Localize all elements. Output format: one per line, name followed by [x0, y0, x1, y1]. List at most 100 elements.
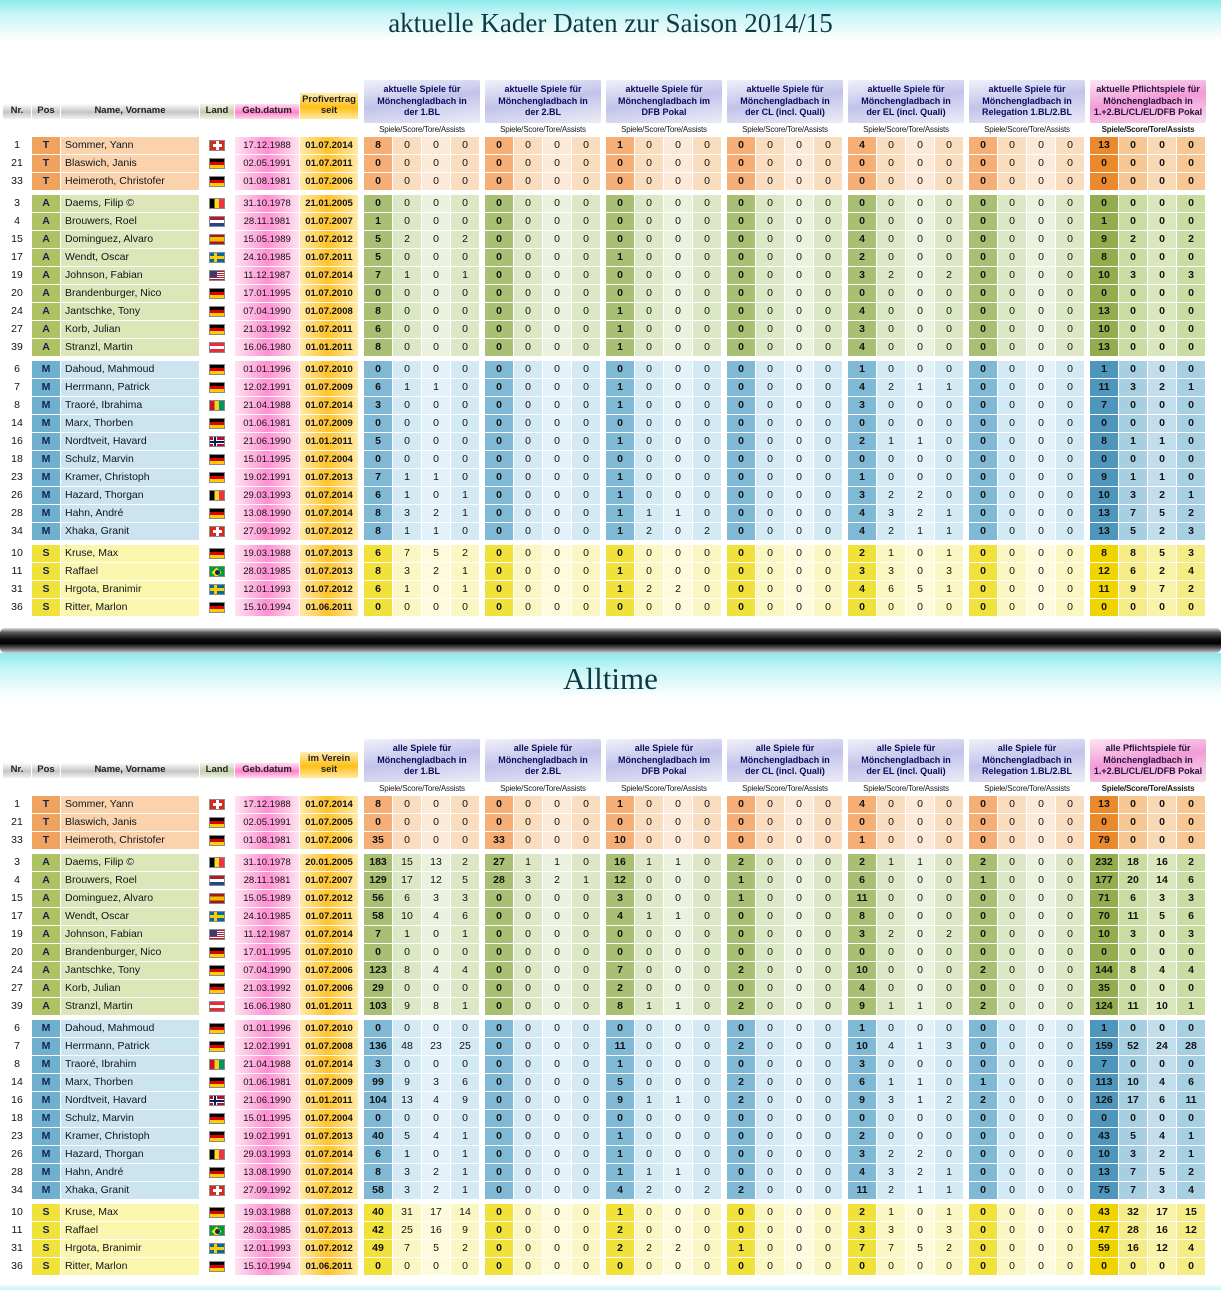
stat-dfb-pokal-score: 0: [635, 339, 664, 357]
birth-date: 19.03.1988: [235, 545, 300, 563]
stat-bl1-tore: 2: [422, 563, 451, 581]
stat-bl1-tore: 0: [422, 1020, 451, 1038]
player-position: T: [32, 832, 61, 850]
stat-cl-spiele: 0: [727, 563, 756, 581]
stat-bl1-tore: 0: [422, 832, 451, 850]
stat-relegation-assists: 0: [1056, 1074, 1085, 1092]
birth-date: 17.01.1995: [235, 285, 300, 303]
stat-el-tore: 0: [906, 195, 935, 213]
player-number: 15: [3, 231, 32, 249]
stat-dfb-pokal-spiele: 1: [606, 249, 635, 267]
stat-total-tore: 4: [1148, 1074, 1177, 1092]
stat-el-tore: 1: [906, 1074, 935, 1092]
stat-dfb-pokal-score: 0: [635, 944, 664, 962]
contract-date: 01.07.2013: [300, 545, 359, 563]
stat-bl1-score: 0: [393, 433, 422, 451]
stat-bl1-spiele: 129: [364, 872, 393, 890]
stat-cl-score: 0: [756, 545, 785, 563]
stat-cl-spiele: 0: [727, 1258, 756, 1276]
birth-date: 21.03.1992: [235, 980, 300, 998]
stat-el-tore: 0: [906, 944, 935, 962]
stat-relegation-spiele: 1: [969, 872, 998, 890]
stat-dfb-pokal-score: 0: [635, 379, 664, 397]
stat-el-tore: 2: [906, 487, 935, 505]
stat-el-spiele: 3: [848, 926, 877, 944]
group-subheader-total: Spiele/Score/Tore/Assists: [1101, 784, 1195, 793]
stat-relegation-spiele: 0: [969, 451, 998, 469]
player-number: 8: [3, 1056, 32, 1074]
stat-el-score: 3: [877, 505, 906, 523]
stat-relegation-assists: 0: [1056, 944, 1085, 962]
birth-date: 15.05.1989: [235, 231, 300, 249]
stat-bl2-score: 0: [514, 944, 543, 962]
stat-el-tore: 0: [906, 469, 935, 487]
stat-relegation-tore: 0: [1027, 1222, 1056, 1240]
stat-total-assists: 3: [1177, 890, 1206, 908]
stat-relegation-score: 0: [998, 1038, 1027, 1056]
stat-relegation-tore: 0: [1027, 523, 1056, 541]
birth-date: 21.06.1990: [235, 433, 300, 451]
stat-relegation-score: 0: [998, 285, 1027, 303]
stat-dfb-pokal-spiele: 0: [606, 1258, 635, 1276]
stat-bl1-spiele: 40: [364, 1204, 393, 1222]
group-header-cl: alle Spiele für Mönchengladbach in der CL …: [727, 738, 843, 782]
stat-dfb-pokal-score: 0: [635, 469, 664, 487]
stat-relegation-tore: 0: [1027, 231, 1056, 249]
stat-cl-tore: 0: [785, 523, 814, 541]
stat-relegation-spiele: 0: [969, 832, 998, 850]
player-name: Ritter, Marlon: [61, 1258, 200, 1276]
flag-icon-netherlands: [209, 875, 225, 886]
stat-total-tore: 14: [1148, 872, 1177, 890]
stat-cl-tore: 0: [785, 581, 814, 599]
stat-cl-tore: 0: [785, 433, 814, 451]
stat-relegation-tore: 0: [1027, 1092, 1056, 1110]
stat-cl-assists: 0: [814, 890, 843, 908]
stat-bl2-tore: 0: [543, 908, 572, 926]
stat-relegation-score: 0: [998, 1204, 1027, 1222]
stat-relegation-assists: 0: [1056, 433, 1085, 451]
stat-relegation-tore: 0: [1027, 1146, 1056, 1164]
stat-total-assists: 0: [1177, 361, 1206, 379]
player-number: 7: [3, 379, 32, 397]
stat-el-spiele: 2: [848, 433, 877, 451]
stat-bl2-spiele: 0: [485, 321, 514, 339]
stat-total-score: 9: [1119, 581, 1148, 599]
stat-bl2-spiele: 0: [485, 415, 514, 433]
contract-date: 01.07.2012: [300, 231, 359, 249]
player-name: Dahoud, Mahmoud: [61, 361, 200, 379]
stat-relegation-tore: 0: [1027, 1240, 1056, 1258]
stat-el-spiele: 2: [848, 545, 877, 563]
stat-total-tore: 12: [1148, 1240, 1177, 1258]
stat-el-score: 0: [877, 321, 906, 339]
stat-total-assists: 0: [1177, 213, 1206, 231]
contract-date: 01.07.2014: [300, 796, 359, 814]
flag-icon-sweden: [209, 252, 225, 263]
table-row: 17 A Wendt, Oscar 24.10.1985 01.07.2011 58 10 4…: [3, 908, 1221, 926]
stat-dfb-pokal-score: 0: [635, 451, 664, 469]
stat-relegation-spiele: 0: [969, 1258, 998, 1276]
flag-icon-germany: [209, 965, 225, 976]
stat-relegation-score: 0: [998, 523, 1027, 541]
stat-bl2-score: 0: [514, 397, 543, 415]
stat-bl2-spiele: 0: [485, 998, 514, 1016]
stat-dfb-pokal-score: 0: [635, 1020, 664, 1038]
stat-dfb-pokal-assists: 0: [693, 872, 722, 890]
stat-el-spiele: 10: [848, 1038, 877, 1056]
stat-dfb-pokal-assists: 0: [693, 962, 722, 980]
stat-cl-tore: 0: [785, 545, 814, 563]
stat-total-tore: 0: [1148, 944, 1177, 962]
stat-cl-assists: 0: [814, 1110, 843, 1128]
table-row: 1 T Sommer, Yann 17.12.1988 01.07.2014 8 0 0 0 0 0…: [3, 137, 1221, 155]
stat-relegation-spiele: 0: [969, 1020, 998, 1038]
stat-el-spiele: 4: [848, 796, 877, 814]
stat-bl1-score: 13: [393, 1092, 422, 1110]
stat-cl-tore: 0: [785, 397, 814, 415]
player-name: Raffael: [61, 1222, 200, 1240]
stat-relegation-tore: 0: [1027, 962, 1056, 980]
birth-date: 15.10.1994: [235, 599, 300, 617]
stat-el-score: 0: [877, 173, 906, 191]
player-number: 27: [3, 980, 32, 998]
stat-el-spiele: 3: [848, 267, 877, 285]
stat-bl1-spiele: 7: [364, 469, 393, 487]
group-subheader-bl1: Spiele/Score/Tore/Assists: [379, 784, 465, 793]
